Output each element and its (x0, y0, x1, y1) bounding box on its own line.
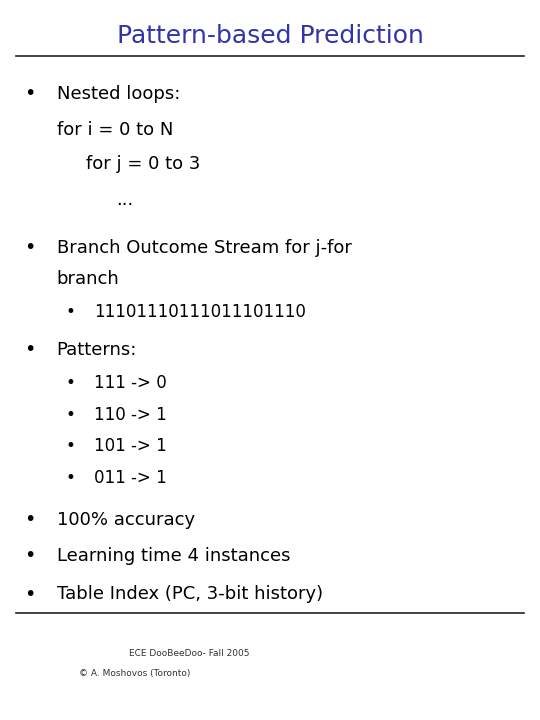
Text: Patterns:: Patterns: (57, 341, 137, 359)
Text: •: • (65, 304, 75, 321)
Text: •: • (24, 341, 36, 359)
Text: 111 -> 0: 111 -> 0 (94, 374, 167, 392)
Text: Nested loops:: Nested loops: (57, 85, 180, 102)
Text: © A. Moshovos (Toronto): © A. Moshovos (Toronto) (79, 669, 191, 678)
Text: •: • (24, 238, 36, 257)
Text: 11101110111011101110: 11101110111011101110 (94, 304, 306, 321)
Text: branch: branch (57, 270, 119, 288)
Text: 100% accuracy: 100% accuracy (57, 511, 195, 528)
Text: •: • (24, 84, 36, 103)
Text: ...: ... (116, 191, 133, 209)
Text: 011 -> 1: 011 -> 1 (94, 469, 167, 487)
Text: •: • (65, 469, 75, 487)
Text: 101 -> 1: 101 -> 1 (94, 437, 167, 455)
Text: •: • (24, 546, 36, 565)
Text: •: • (65, 406, 75, 423)
Text: Learning time 4 instances: Learning time 4 instances (57, 547, 290, 564)
Text: 110 -> 1: 110 -> 1 (94, 406, 167, 423)
Text: for i = 0 to N: for i = 0 to N (57, 120, 173, 138)
Text: •: • (24, 510, 36, 529)
Text: •: • (24, 585, 36, 603)
Text: Table Index (PC, 3-bit history): Table Index (PC, 3-bit history) (57, 585, 323, 603)
Text: •: • (65, 374, 75, 392)
Text: for j = 0 to 3: for j = 0 to 3 (86, 155, 201, 173)
Text: Branch Outcome Stream for j-for: Branch Outcome Stream for j-for (57, 239, 352, 257)
Text: Pattern-based Prediction: Pattern-based Prediction (117, 24, 423, 48)
Text: •: • (65, 437, 75, 455)
Text: ECE DooBeeDoo- Fall 2005: ECE DooBeeDoo- Fall 2005 (129, 649, 249, 657)
